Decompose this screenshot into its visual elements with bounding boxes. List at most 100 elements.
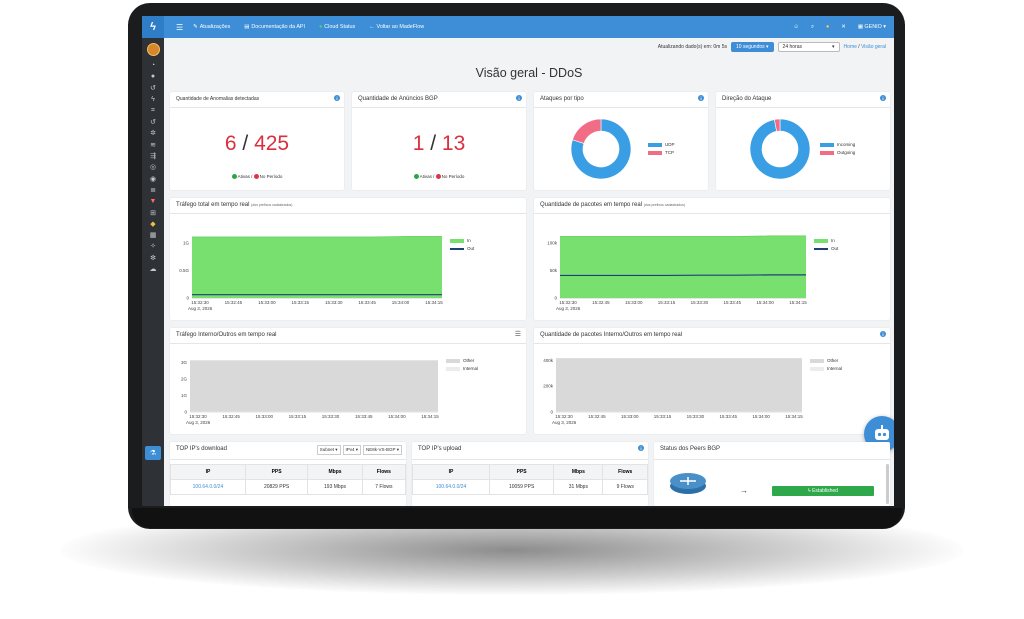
legend-item: Other [810,358,842,363]
x-date-label: Aug 3, 2026 [556,306,581,311]
history-icon[interactable]: ↺ [150,85,156,93]
legend-item: Out [450,246,474,251]
sitemap-icon[interactable]: ⊞ [150,209,156,217]
app-logo[interactable]: ϟ [142,16,164,38]
globe-icon[interactable]: ◉ [149,175,157,183]
user-menu[interactable]: ▦ GENIO ▾ [857,24,886,30]
dashboard-icon[interactable]: ◔ [150,62,156,70]
legend-item: Other [446,358,478,363]
attack-type-pie [570,118,632,180]
cloud-icon[interactable]: ☁ [149,265,157,273]
info-icon[interactable]: i [638,445,644,451]
refresh-label: Atualizando dado(s) em: 0m 5s [657,44,727,50]
card-title: Quantidade de pacotes em tempo real [540,202,643,208]
card-subtitle: (dos prefixos cadastrados) [251,203,293,207]
y-tick-label: 1G [183,241,190,246]
range-select[interactable]: 24 horas ▾ [777,42,840,52]
app-screen: ϟ ☰ ✎ Atualizações ▤ Documentação da API ●… [142,16,894,506]
anomalies-card: Quantidade de Anomalias detectadas i 6 / … [170,92,344,190]
x-tick-label: 15:33:45 [724,300,742,305]
traffic-chart: 0 0.5G 1G 15:32:30 15:32:45 15:33:00 15:33:15 1… [179,236,443,311]
router-select[interactable]: NE8k-VS-BGP ▾ [363,445,402,455]
compass-icon[interactable]: ✧ [150,243,156,251]
peer-status-badge: ϟ Established [772,486,874,496]
x-tick-label: 15:34:00 [388,414,406,419]
table-header: IP PPS Mbps Flows [411,464,648,480]
pie-slices [749,118,811,180]
series-line [560,235,806,237]
cogs-icon[interactable]: ✼ [150,254,156,262]
anomalies-count: 6 / 425 [224,132,290,155]
breadcrumb-current[interactable]: Visão geral [861,44,886,50]
x-date-label: Aug 3, 2026 [186,420,211,425]
nav-cloud-status[interactable]: ● Cloud Status [319,24,356,30]
direction-pie [749,118,811,180]
series-area [556,358,802,412]
layers-icon[interactable]: ≋ [150,141,156,149]
flow-icon[interactable]: ⇶ [150,153,156,161]
x-tick-label: 15:33:15 [292,300,310,305]
avatar[interactable] [146,43,160,56]
sidebar: ◔ ● ↺ ϟ ⌗ ↺ ✲ ≋ ⇶ ◎ ◉ ≣ ▼ ⊞ ◆ ▦ ✧ ✼ ☁ ⚗ [142,38,164,506]
ip-link[interactable]: 100.64.0.0/24 [411,479,491,495]
nav-api-docs[interactable]: ▤ Documentação da API [244,24,306,30]
network-icon[interactable]: ⌗ [151,106,155,114]
x-tick-label: 15:33:00 [256,414,274,419]
internal-packets-chart: 0 200k 400k 15:32:30 15:32:45 15:33:00 15:33:1… [543,358,803,425]
info-icon[interactable]: i [880,95,886,101]
legend-item: UDP [648,142,675,147]
upload-table: IP PPS Mbps Flows 100.64.0.0/24 10059 PPS 31 … [411,464,648,495]
series-area [190,360,438,412]
breadcrumb: Home / Visão geral [843,44,886,50]
attack-type-legend: UDP TCP [648,142,675,158]
card-subtitle: (dos prefixos cadastrados) [643,203,685,207]
filter-icon[interactable]: ▼ [149,197,157,205]
x-tick-label: 15:33:45 [358,300,376,305]
settings-icon[interactable]: ✕ [841,24,846,30]
robot-icon[interactable]: ☺ [793,24,799,30]
info-icon[interactable]: i [880,331,886,337]
ipversion-select[interactable]: IPv4 ▾ [342,445,362,455]
direction-card: Direção do Ataque i Incoming Outgoing [716,92,890,190]
nav-back[interactable]: ← Voltar ao MadeFlow [369,24,425,30]
info-icon[interactable]: i [334,95,340,101]
history-icon[interactable]: ↺ [150,119,156,127]
x-tick-label: 15:32:45 [588,414,606,419]
bolt-icon[interactable]: ϟ [151,96,155,104]
attack-type-card: Ataques por tipo i UDP TCP [534,92,708,190]
building-icon[interactable]: ▦ [149,232,157,240]
x-tick-label: 15:32:30 [559,300,577,305]
card-title: TOP IP's upload [418,446,462,452]
chart-menu-icon[interactable]: ☰ [514,331,521,338]
list-icon[interactable]: ≣ [150,186,156,194]
scrollbar[interactable] [886,464,889,504]
lab-icon[interactable]: ⚗ [145,446,161,460]
bgp-legend: Ativas / No Período [352,174,526,180]
subnet-select[interactable]: Subnet ▾ [316,445,341,455]
y-tick-label: 3G [181,360,188,365]
info-icon[interactable]: i [698,95,704,101]
shield-icon[interactable]: ◆ [150,220,156,228]
ip-link[interactable]: 100.64.0.0/24 [170,479,246,495]
notification-icon[interactable]: ● [826,24,830,30]
search-icon[interactable]: ⌕ [810,23,815,30]
interval-select[interactable]: 10 segundos ▾ [731,42,774,52]
series-line [192,236,442,238]
gear-icon[interactable]: ✲ [150,130,156,138]
x-tick-label: 15:33:45 [720,414,738,419]
x-tick-label: 15:32:45 [222,414,240,419]
table-row: 100.64.0.0/24 20829 PPS 193 Mbps 7 Flows [170,479,407,495]
breadcrumb-home[interactable]: Home [843,44,857,50]
x-tick-label: 15:33:00 [621,414,639,419]
x-tick-label: 15:34:00 [752,414,770,419]
building-icon: ▦ [857,24,863,30]
info-icon[interactable]: i [516,95,522,101]
x-tick-label: 15:34:15 [789,300,807,305]
menu-icon[interactable]: ☰ [176,22,184,32]
nav-updates[interactable]: ✎ Atualizações [193,24,231,30]
pie-slice [572,118,602,144]
card-title: Status dos Peers BGP [660,446,721,452]
info-icon[interactable]: ● [150,73,156,81]
globe-icon[interactable]: ◎ [149,164,157,172]
